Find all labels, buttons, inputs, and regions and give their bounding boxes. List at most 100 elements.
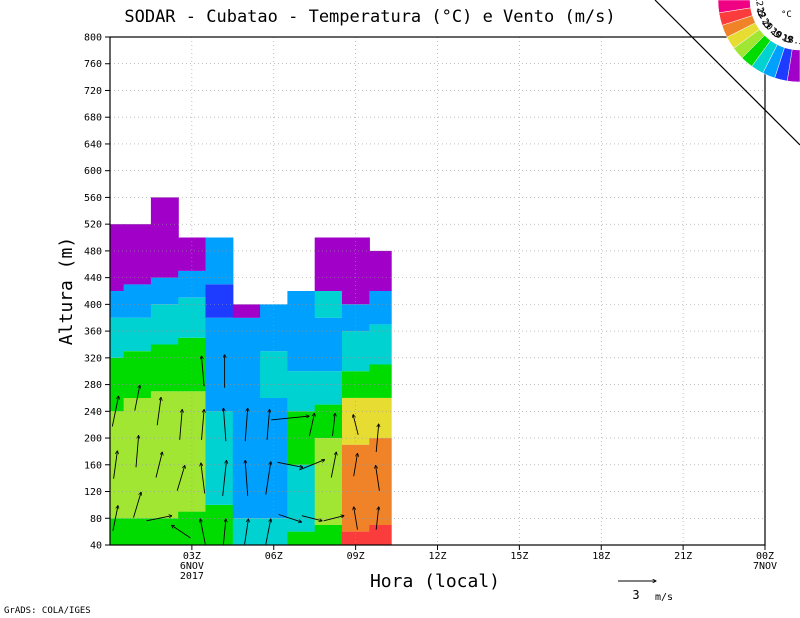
x-tick-label: 00Z: [756, 551, 774, 562]
temperature-cell: [123, 397, 152, 519]
grid-lines: [110, 37, 765, 545]
temperature-cell: [287, 411, 316, 465]
legend-unit: °C: [781, 10, 792, 20]
wind-arrow: [376, 466, 380, 491]
wind-reference: 3 m/s: [618, 581, 673, 603]
chart-title: SODAR - Cubatao - Temperatura (°C) e Ven…: [124, 7, 615, 27]
temperature-cell: [205, 317, 234, 412]
temperature-cell: [287, 531, 316, 545]
wind-arrow: [200, 519, 206, 545]
wind-arrow: [112, 506, 118, 531]
wind-arrow: [201, 463, 206, 494]
temperature-cell: [314, 317, 343, 372]
y-tick-label: 600: [84, 166, 102, 177]
wind-arrow: [146, 516, 172, 522]
temperature-cell: [110, 357, 125, 412]
temperature-cell: [150, 391, 179, 519]
wind-arrow: [222, 519, 226, 545]
temperature-cell: [342, 237, 370, 305]
temperature-cell: [150, 277, 179, 305]
temperature-cell: [342, 397, 370, 445]
temperature-cell: [260, 518, 288, 545]
wind-arrow: [111, 396, 118, 427]
wind-arrow: [353, 453, 358, 477]
y-tick-label: 160: [84, 460, 102, 471]
y-tick-label: 80: [90, 514, 102, 525]
legend-label: 19: [780, 33, 793, 46]
x-axis-label: Hora (local): [370, 571, 500, 592]
wind-arrow: [155, 452, 162, 478]
x-tick-label: 21Z: [674, 551, 692, 562]
temperature-cell: [150, 197, 179, 278]
temperature-cell: [205, 284, 234, 318]
x-tick-label: 15Z: [510, 551, 528, 562]
temperature-cell: [369, 324, 392, 365]
temperature-cell: [260, 397, 288, 519]
temperature-cell: [342, 444, 370, 532]
y-tick-label: 200: [84, 434, 102, 445]
y-axis: 40 80 120 160 200 240 280 320 360 400 440 480 520 560…: [84, 33, 110, 552]
y-tick-label: 760: [84, 59, 102, 70]
temperature-cell: [369, 524, 392, 545]
grads-credit: GrADS: COLA/IGES: [4, 606, 91, 616]
y-tick-label: 720: [84, 86, 102, 97]
temperature-cell: [287, 291, 316, 372]
temperature-cell: [369, 250, 392, 291]
temperature-cell: [287, 371, 316, 412]
temperature-cell: [314, 371, 343, 405]
y-tick-label: 120: [84, 487, 102, 498]
temperature-cell: [369, 364, 392, 398]
temperature-cell: [150, 518, 179, 545]
temperature-cell: [314, 237, 343, 291]
temperature-cell: [314, 524, 343, 545]
wind-arrow: [134, 385, 140, 411]
temperature-cell: [314, 438, 343, 525]
wind-arrow: [201, 410, 205, 440]
legend-label: 18.5: [782, 34, 800, 47]
wind-arrow: [113, 451, 118, 479]
temperature-cell: [342, 304, 370, 332]
x-tick-label: 18Z: [592, 551, 610, 562]
wind-reference-unit: m/s: [655, 592, 673, 603]
wind-reference-value: 3: [632, 588, 639, 602]
x-tick-date: 7NOV: [753, 561, 777, 572]
wind-arrow: [176, 466, 185, 491]
x-tick-label: 09Z: [347, 551, 365, 562]
wind-arrow: [223, 408, 227, 442]
wind-arrow: [332, 413, 336, 437]
x-tick-date: 6NOV: [180, 561, 204, 572]
y-tick-label: 800: [84, 33, 102, 44]
wind-arrow: [265, 519, 271, 545]
temperature-cell: [260, 351, 288, 398]
temperature-cell: [314, 404, 343, 438]
wind-arrow: [278, 514, 302, 523]
wind-arrow: [202, 356, 205, 387]
temperature-cell: [123, 317, 152, 352]
legend-label: 22.5: [752, 0, 765, 18]
y-tick-label: 680: [84, 113, 102, 124]
wind-arrow: [244, 408, 248, 442]
wind-arrow: [265, 462, 271, 495]
legend-swatch: [717, 0, 751, 14]
wind-arrow: [375, 424, 379, 453]
temperature-cell: [150, 344, 179, 392]
y-axis-label: Altura (m): [56, 237, 77, 345]
wind-arrow: [330, 452, 336, 478]
wind-arrow: [323, 516, 344, 522]
temperature-cell: [178, 337, 207, 392]
temperature-cell: [123, 224, 152, 285]
temperature-cell: [110, 224, 125, 291]
y-tick-label: 400: [84, 300, 102, 311]
legend-label: 22: [754, 6, 767, 19]
y-tick-label: 560: [84, 193, 102, 204]
x-tick-year: 2017: [180, 571, 204, 582]
wind-arrow: [222, 460, 227, 496]
temperature-cell: [260, 304, 288, 352]
temperature-cell: [110, 411, 125, 519]
wind-arrow: [172, 525, 191, 539]
y-tick-label: 520: [84, 220, 102, 231]
wind-arrow: [245, 460, 249, 496]
